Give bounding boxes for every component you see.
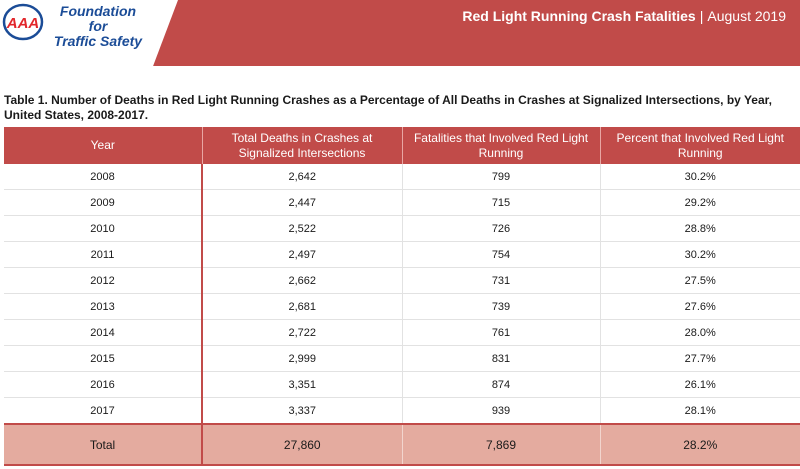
- total-deaths-cell: 2,999: [201, 345, 402, 372]
- red-light-fatalities-cell: 761: [401, 319, 600, 346]
- percent-cell: 29.2%: [599, 189, 800, 216]
- table-row: 2016 3,351 874 26.1%: [4, 371, 800, 398]
- header-band: AAA Foundation for Traffic Safety Red Li…: [0, 0, 800, 66]
- year-cell: 2009: [4, 189, 202, 216]
- total-deaths-cell: 2,497: [201, 241, 402, 268]
- column-header-year: Year: [4, 127, 202, 164]
- percent-cell: 30.2%: [599, 241, 800, 268]
- logo-line-3: Traffic Safety: [53, 33, 143, 49]
- total-label: Total: [4, 423, 202, 466]
- percent-cell: 27.5%: [599, 267, 800, 294]
- header-title-main: Red Light Running Crash Fatalities: [462, 8, 696, 24]
- year-cell: 2016: [4, 371, 202, 398]
- table-header-row: Year Total Deaths in Crashes at Signaliz…: [4, 127, 800, 164]
- total-deaths-cell: 27,860: [201, 423, 402, 466]
- red-light-fatalities-cell: 731: [401, 267, 600, 294]
- header-title: Red Light Running Crash Fatalities | Augus…: [462, 8, 786, 24]
- red-light-fatalities-cell: 739: [401, 293, 600, 320]
- percent-cell: 28.0%: [599, 319, 800, 346]
- total-deaths-cell: 2,522: [201, 215, 402, 242]
- table-row: 2015 2,999 831 27.7%: [4, 345, 800, 372]
- year-cell: 2013: [4, 293, 202, 320]
- table-total-row: Total 27,860 7,869 28.2%: [4, 423, 800, 466]
- total-deaths-cell: 2,447: [201, 189, 402, 216]
- table-caption: Table 1. Number of Deaths in Red Light R…: [4, 93, 772, 122]
- table-row: 2012 2,662 731 27.5%: [4, 267, 800, 294]
- year-cell: 2014: [4, 319, 202, 346]
- year-cell: 2017: [4, 397, 202, 424]
- table-row: 2017 3,337 939 28.1%: [4, 397, 800, 424]
- year-cell: 2008: [90, 170, 115, 183]
- year-cell: 2010: [4, 215, 202, 242]
- percent-cell: 28.1%: [599, 397, 800, 424]
- table-row: 2009 2,447 715 29.2%: [4, 189, 800, 216]
- red-light-fatalities-cell: 874: [401, 371, 600, 398]
- red-light-fatalities-cell: 754: [401, 241, 600, 268]
- table-row: 2010 2,522 726 28.8%: [4, 215, 800, 242]
- percent-cell: 27.7%: [599, 345, 800, 372]
- red-light-fatalities-cell: 799: [401, 164, 600, 190]
- red-light-fatalities-cell: 939: [401, 397, 600, 424]
- table-row: 2014 2,722 761 28.0%: [4, 319, 800, 346]
- total-red-light-cell: 7,869: [401, 423, 600, 466]
- year-cell: 2015: [4, 345, 202, 372]
- total-deaths-cell: 2,681: [201, 293, 402, 320]
- svg-text:AAA: AAA: [6, 15, 40, 32]
- total-deaths-cell: 2,642: [201, 164, 402, 190]
- logo-line-2: for: [88, 18, 108, 34]
- aaa-logo-icon: AAA: [2, 3, 44, 41]
- column-header-red-light-fatalities: Fatalities that Involved Red Light Runni…: [401, 127, 600, 164]
- percent-cell: 26.1%: [599, 371, 800, 398]
- total-deaths-cell: 3,337: [201, 397, 402, 424]
- column-header-percent: Percent that Involved Red Light Running: [599, 127, 800, 164]
- table-row: 2013 2,681 739 27.6%: [4, 293, 800, 320]
- header-title-separator: |: [699, 8, 704, 24]
- total-deaths-cell: 3,351: [201, 371, 402, 398]
- year-cell: 2011: [4, 241, 202, 268]
- total-deaths-cell: 2,722: [201, 319, 402, 346]
- logo[interactable]: AAA Foundation for Traffic Safety: [0, 0, 178, 66]
- year-cell: 2012: [4, 267, 202, 294]
- table-row: 2008 2,642 799 30.2%: [4, 164, 800, 190]
- percent-cell: 30.2%: [599, 164, 800, 190]
- total-percent-cell: 28.2%: [599, 423, 800, 466]
- red-light-fatalities-cell: 726: [401, 215, 600, 242]
- percent-cell: 28.8%: [599, 215, 800, 242]
- column-header-total-deaths: Total Deaths in Crashes at Signalized In…: [201, 127, 402, 164]
- header-title-date: August 2019: [707, 8, 786, 24]
- red-light-fatalities-cell: 831: [401, 345, 600, 372]
- percent-cell: 27.6%: [599, 293, 800, 320]
- fatalities-table: Year Total Deaths in Crashes at Signaliz…: [4, 127, 800, 466]
- total-deaths-cell: 2,662: [201, 267, 402, 294]
- table-row: 2011 2,497 754 30.2%: [4, 241, 800, 268]
- logo-line-1: Foundation: [59, 3, 137, 19]
- red-light-fatalities-cell: 715: [401, 189, 600, 216]
- logo-text: Foundation for Traffic Safety: [43, 4, 153, 49]
